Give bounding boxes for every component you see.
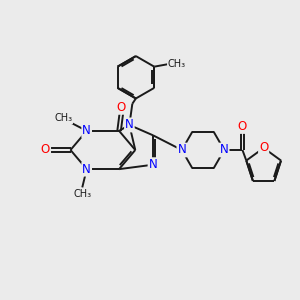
Text: N: N	[220, 143, 229, 157]
Text: O: O	[117, 101, 126, 114]
Text: O: O	[41, 143, 50, 157]
Text: CH₃: CH₃	[54, 113, 72, 124]
Text: N: N	[148, 158, 157, 171]
Text: O: O	[238, 120, 247, 133]
Text: CH₃: CH₃	[168, 59, 186, 69]
Text: N: N	[82, 163, 91, 176]
Text: N: N	[177, 143, 186, 157]
Text: N: N	[125, 118, 134, 131]
Text: CH₃: CH₃	[73, 189, 91, 199]
Text: O: O	[259, 141, 268, 154]
Text: N: N	[82, 124, 91, 137]
